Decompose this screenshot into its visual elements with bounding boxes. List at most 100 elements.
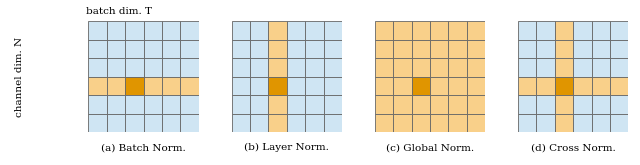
Bar bbox=[305, 95, 324, 114]
Bar bbox=[162, 114, 180, 132]
Bar bbox=[412, 40, 430, 58]
Bar bbox=[449, 58, 467, 77]
Bar bbox=[591, 77, 610, 95]
Bar bbox=[287, 114, 305, 132]
Bar bbox=[573, 21, 591, 40]
Bar bbox=[518, 58, 536, 77]
Bar bbox=[232, 21, 250, 40]
Bar bbox=[591, 21, 610, 40]
Bar bbox=[143, 40, 162, 58]
Bar bbox=[107, 95, 125, 114]
Text: (d) Cross Norm.: (d) Cross Norm. bbox=[531, 143, 616, 152]
Bar bbox=[555, 77, 573, 95]
Bar bbox=[143, 77, 162, 95]
Bar bbox=[412, 77, 430, 95]
Bar bbox=[430, 58, 449, 77]
Bar bbox=[467, 21, 485, 40]
Bar bbox=[555, 21, 573, 40]
Bar bbox=[573, 114, 591, 132]
Bar bbox=[125, 114, 143, 132]
Bar bbox=[536, 77, 555, 95]
Bar bbox=[107, 21, 125, 40]
Bar bbox=[430, 114, 449, 132]
Bar bbox=[268, 77, 287, 95]
Bar bbox=[162, 77, 180, 95]
Bar bbox=[268, 58, 287, 77]
Text: (b) Layer Norm.: (b) Layer Norm. bbox=[244, 143, 329, 152]
Bar bbox=[393, 114, 412, 132]
Bar bbox=[107, 40, 125, 58]
Bar bbox=[305, 58, 324, 77]
Text: (a) Batch Norm.: (a) Batch Norm. bbox=[101, 143, 186, 152]
Bar bbox=[287, 21, 305, 40]
Bar bbox=[268, 114, 287, 132]
Bar bbox=[591, 114, 610, 132]
Bar bbox=[305, 40, 324, 58]
Bar bbox=[162, 95, 180, 114]
Bar bbox=[375, 58, 393, 77]
Bar bbox=[287, 95, 305, 114]
Bar bbox=[610, 95, 628, 114]
Bar bbox=[162, 21, 180, 40]
Bar bbox=[375, 77, 393, 95]
Bar bbox=[536, 21, 555, 40]
Bar bbox=[232, 40, 250, 58]
Bar bbox=[287, 40, 305, 58]
Bar bbox=[536, 40, 555, 58]
Bar bbox=[467, 77, 485, 95]
Bar bbox=[324, 40, 342, 58]
Bar bbox=[162, 58, 180, 77]
Bar bbox=[412, 21, 430, 40]
Bar bbox=[393, 95, 412, 114]
Bar bbox=[143, 95, 162, 114]
Bar bbox=[180, 58, 199, 77]
Bar bbox=[393, 40, 412, 58]
Bar bbox=[107, 58, 125, 77]
Bar bbox=[143, 21, 162, 40]
Bar bbox=[449, 21, 467, 40]
Bar bbox=[536, 114, 555, 132]
Bar bbox=[324, 77, 342, 95]
Bar bbox=[88, 58, 107, 77]
Bar bbox=[125, 21, 143, 40]
Bar bbox=[324, 95, 342, 114]
Bar bbox=[573, 95, 591, 114]
Bar bbox=[287, 77, 305, 95]
Bar bbox=[287, 58, 305, 77]
Bar bbox=[250, 40, 268, 58]
Bar bbox=[232, 114, 250, 132]
Bar bbox=[412, 114, 430, 132]
Bar bbox=[591, 58, 610, 77]
Bar bbox=[610, 58, 628, 77]
Bar bbox=[449, 77, 467, 95]
Bar bbox=[610, 40, 628, 58]
Bar bbox=[88, 40, 107, 58]
Bar bbox=[268, 95, 287, 114]
Bar bbox=[449, 95, 467, 114]
Bar bbox=[412, 58, 430, 77]
Bar bbox=[467, 114, 485, 132]
Bar bbox=[162, 40, 180, 58]
Bar bbox=[324, 114, 342, 132]
Bar bbox=[393, 21, 412, 40]
Bar bbox=[125, 77, 143, 95]
Bar bbox=[393, 77, 412, 95]
Bar bbox=[375, 21, 393, 40]
Bar bbox=[393, 58, 412, 77]
Bar bbox=[180, 77, 199, 95]
Bar bbox=[555, 95, 573, 114]
Bar bbox=[250, 21, 268, 40]
Bar bbox=[268, 21, 287, 40]
Bar bbox=[305, 21, 324, 40]
Bar bbox=[518, 40, 536, 58]
Bar bbox=[250, 114, 268, 132]
Bar bbox=[573, 40, 591, 58]
Bar bbox=[250, 95, 268, 114]
Bar bbox=[88, 114, 107, 132]
Bar bbox=[430, 77, 449, 95]
Bar bbox=[250, 77, 268, 95]
Bar bbox=[180, 114, 199, 132]
Bar bbox=[573, 77, 591, 95]
Bar bbox=[430, 95, 449, 114]
Bar bbox=[232, 77, 250, 95]
